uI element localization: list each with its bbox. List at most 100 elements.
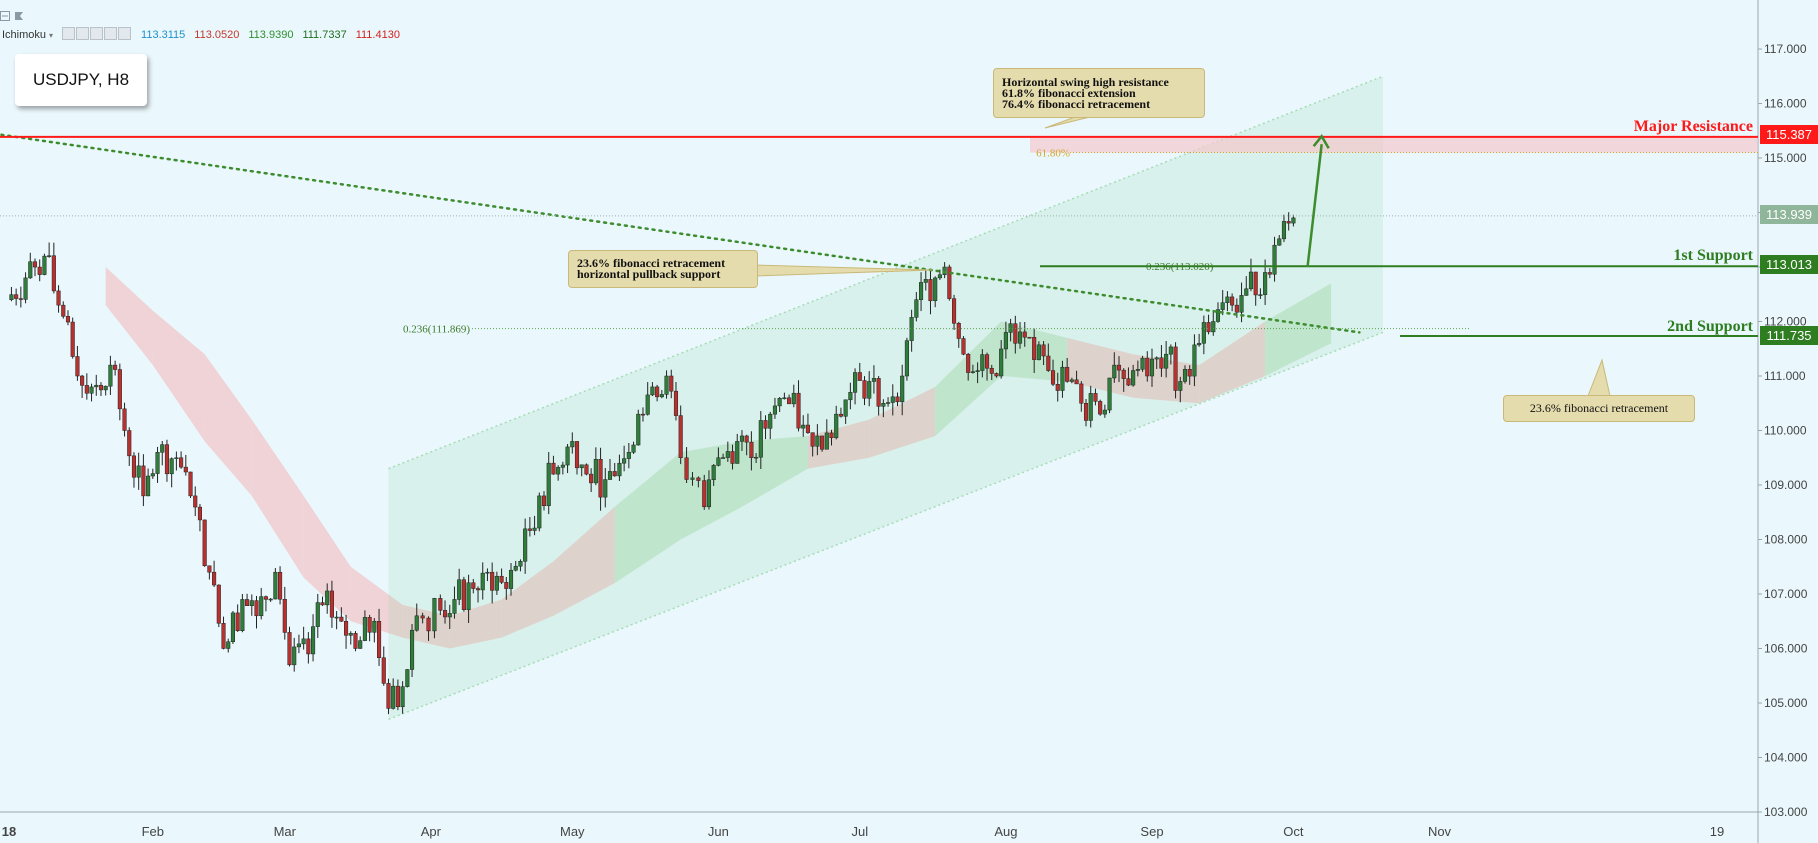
candle-body [1234, 304, 1239, 313]
candle-body [857, 372, 862, 381]
candle-body [867, 381, 872, 399]
fib-label-b: 0.236(113.020) [1146, 261, 1214, 273]
candle-body [838, 413, 843, 417]
candle-body [504, 582, 509, 589]
collapse-icon[interactable] [0, 8, 10, 21]
ichimoku-cloud-segment [501, 561, 554, 638]
candle-body [749, 441, 754, 459]
candle-body [862, 380, 867, 399]
candle-body [202, 519, 207, 567]
candle-body [1149, 358, 1155, 377]
candle-body [490, 571, 495, 591]
candle-body [1220, 302, 1225, 310]
ichimoku-cloud-segment [251, 419, 304, 578]
candle-body [1027, 336, 1032, 339]
candle-body [669, 375, 674, 392]
candle-body [1281, 221, 1287, 240]
x-tick-label: Sep [1140, 824, 1163, 839]
candle-body [678, 415, 683, 458]
candle-body [212, 571, 217, 586]
x-tick-label: Nov [1428, 824, 1452, 839]
candle-body [1079, 383, 1084, 404]
candle-body [113, 364, 118, 370]
candle-body [1197, 343, 1202, 346]
candle-body [645, 394, 650, 415]
candle-body [391, 685, 396, 709]
candle-body [155, 452, 160, 474]
candle-body [696, 477, 701, 481]
indicator-caret-icon[interactable]: ▾ [49, 30, 54, 40]
candle-body [136, 465, 141, 478]
candle-body [556, 467, 561, 475]
candle-body [1248, 271, 1254, 290]
candle-body [230, 612, 235, 642]
callout-pointer-top [1044, 116, 1091, 129]
candle-body [344, 621, 349, 636]
candle-body [999, 348, 1004, 377]
candle-body [914, 299, 919, 318]
candle-body [951, 298, 957, 324]
candle-body [278, 571, 283, 600]
candle-body [890, 396, 895, 403]
candle-body [706, 479, 712, 508]
candle-body [1201, 322, 1206, 344]
ichimoku-cloud-segment [105, 267, 153, 366]
flag-icon[interactable] [14, 8, 24, 20]
candle-body [183, 466, 188, 473]
candle-body [994, 373, 999, 377]
candle-body [169, 458, 174, 475]
fib-label-a: 0.236(111.869) [403, 324, 470, 336]
candle-body [1074, 379, 1079, 385]
candle-body [834, 413, 839, 439]
ichimoku-cloud-segment [1067, 337, 1134, 398]
candle-body [381, 657, 386, 684]
candle-body [815, 435, 820, 447]
candle-body [164, 444, 170, 475]
candle-body [1178, 381, 1183, 391]
indicator-name[interactable]: Ichimoku [2, 29, 47, 41]
candle-body [787, 397, 792, 405]
candle-body [329, 590, 334, 618]
candle-body [711, 465, 716, 481]
y-tick-label: 106.000 [1764, 642, 1808, 656]
more-icon[interactable] [104, 27, 118, 40]
candle-body [739, 435, 745, 442]
candle-body [919, 282, 924, 300]
candle-body [551, 462, 556, 475]
candle-body [75, 356, 80, 377]
candle-body [937, 274, 942, 279]
symbol-label[interactable]: USDJPY, H8 [15, 54, 147, 106]
candle-body [895, 396, 900, 403]
second-support-price: 111.735 [1760, 326, 1818, 345]
ichimoku-cloud-segment [869, 386, 936, 458]
settings-icon[interactable] [76, 27, 90, 40]
candle-body [655, 386, 660, 398]
candle-body [122, 408, 127, 431]
candle-body [721, 457, 726, 459]
candle-body [1065, 366, 1070, 382]
descending-trendline [0, 133, 1361, 334]
candle-body [735, 441, 740, 464]
candle-body [367, 617, 372, 633]
candle-body [386, 683, 391, 709]
callout-fib-retracement[interactable]: 23.6% fibonacci retracement [1503, 395, 1695, 422]
candle-body [334, 616, 339, 619]
callout-resistance[interactable]: Horizontal swing high resistance 61.8% f… [993, 68, 1205, 118]
candle-body [14, 294, 19, 299]
candle-body [61, 304, 66, 317]
candle-body [1168, 346, 1173, 355]
candle-body [292, 646, 297, 666]
close-icon[interactable] [118, 27, 132, 40]
candle-body [1253, 271, 1258, 296]
x-tick-label: Apr [421, 824, 442, 839]
candle-body [1286, 221, 1291, 224]
callout-fib-pullback[interactable]: 23.6% fibonacci retracement horizontal p… [568, 250, 758, 288]
candle-body [348, 633, 353, 636]
candle-body [989, 367, 994, 374]
candle-body [631, 444, 636, 453]
ascending-channel-fill [388, 76, 1383, 720]
first-support-label: 1st Support [1673, 247, 1753, 264]
source-icon[interactable] [90, 27, 104, 40]
eye-icon[interactable] [62, 27, 76, 40]
